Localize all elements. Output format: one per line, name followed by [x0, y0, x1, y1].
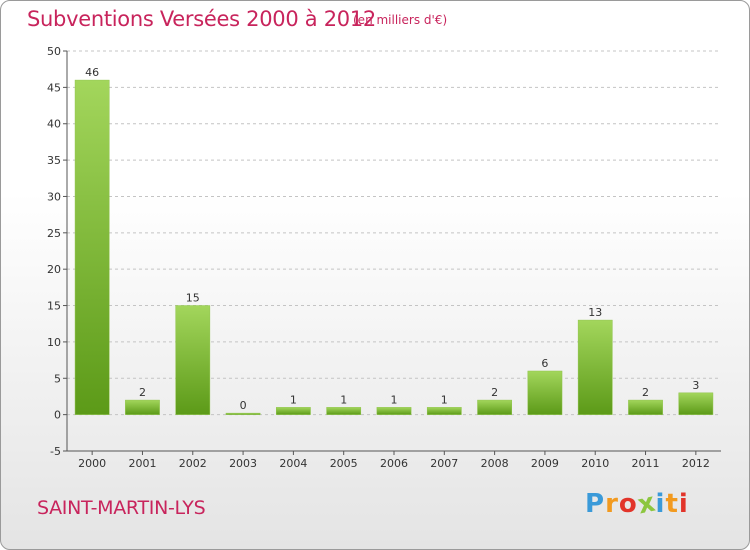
proxiti-logo: Proxiti — [585, 487, 689, 520]
data-label: 15 — [186, 292, 200, 305]
x-tick-label: 2004 — [279, 457, 307, 470]
bar — [527, 370, 563, 415]
data-label: 0 — [240, 399, 247, 412]
y-tick-label: 25 — [47, 227, 61, 240]
bar — [175, 305, 211, 415]
logo-letter: i — [678, 489, 689, 519]
bar — [628, 399, 663, 415]
y-tick-label: 15 — [47, 300, 61, 313]
data-label: 6 — [541, 357, 548, 370]
y-tick-label: 30 — [47, 190, 61, 203]
bar — [376, 407, 412, 415]
logo-letter: o — [618, 489, 638, 519]
logo-letter: P — [585, 489, 606, 519]
x-tick-label: 2000 — [78, 457, 106, 470]
data-label: 13 — [588, 306, 602, 319]
y-tick-label: 40 — [47, 118, 61, 131]
logo-letter: t — [665, 489, 679, 519]
bar — [74, 79, 110, 415]
y-tick-label: 50 — [47, 45, 61, 58]
x-tick-label: 2005 — [330, 457, 358, 470]
bar — [326, 407, 362, 415]
unit-note: (en milliers d'€) — [353, 13, 448, 27]
data-label: 2 — [139, 386, 146, 399]
x-tick-label: 2007 — [430, 457, 458, 470]
chart-title: Subventions Versées 2000 à 2012 — [27, 7, 376, 31]
data-label: 46 — [85, 66, 99, 79]
x-tick-label: 2003 — [229, 457, 257, 470]
data-label: 1 — [290, 393, 297, 406]
x-tick-label: 2002 — [179, 457, 207, 470]
data-label: 3 — [692, 379, 699, 392]
y-tick-label: 10 — [47, 336, 61, 349]
bars — [74, 79, 714, 415]
logo-letter: i — [655, 489, 666, 519]
data-label: 1 — [391, 393, 398, 406]
x-tick-label: 2006 — [380, 457, 408, 470]
y-tick-label: 5 — [54, 372, 61, 385]
y-tick-label: 45 — [47, 81, 61, 94]
commune-name: SAINT-MARTIN-LYS — [37, 497, 206, 519]
data-label: 1 — [441, 393, 448, 406]
y-tick-label: 20 — [47, 263, 61, 276]
data-label: 2 — [491, 386, 498, 399]
bar — [577, 319, 613, 415]
x-tick-label: 2009 — [531, 457, 559, 470]
x-tick-label: 2012 — [682, 457, 710, 470]
bar — [678, 392, 714, 415]
x-tick-label: 2011 — [632, 457, 660, 470]
x-tick-label: 2001 — [128, 457, 156, 470]
grid-lines — [67, 50, 721, 452]
data-labels: 46 2 15 0 1 1 1 1 2 6 13 2 3 — [85, 66, 699, 412]
bar — [276, 407, 311, 415]
x-tick-label: 2008 — [481, 457, 509, 470]
y-tick-label: 35 — [47, 154, 61, 167]
y-tick-label: -5 — [50, 445, 61, 458]
bar — [426, 407, 462, 415]
y-tick-label: 0 — [54, 409, 61, 422]
data-label: 1 — [340, 393, 347, 406]
bar — [477, 399, 512, 415]
logo-letter: r — [605, 489, 619, 519]
data-label: 2 — [642, 386, 649, 399]
bar — [225, 412, 261, 415]
x-tick-label: 2010 — [581, 457, 609, 470]
bar — [125, 399, 160, 415]
